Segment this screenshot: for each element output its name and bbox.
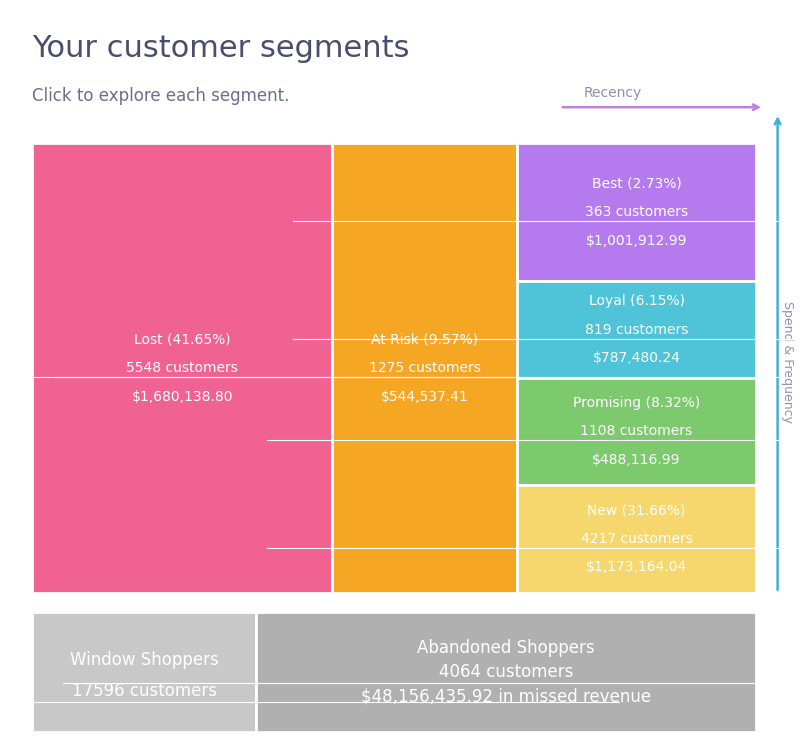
Bar xyxy=(32,143,333,593)
Text: Abandoned Shoppers: Abandoned Shoppers xyxy=(418,639,595,657)
Text: New (31.66%): New (31.66%) xyxy=(587,503,686,517)
Text: 819 customers: 819 customers xyxy=(585,322,688,337)
Text: 5548 customers: 5548 customers xyxy=(126,361,238,375)
Text: Best (2.73%): Best (2.73%) xyxy=(592,177,682,191)
Text: Promising (8.32%): Promising (8.32%) xyxy=(573,396,700,410)
Text: $1,173,164.04: $1,173,164.04 xyxy=(586,560,687,575)
Text: At Risk (9.57%): At Risk (9.57%) xyxy=(371,332,478,347)
Bar xyxy=(517,282,756,378)
Bar xyxy=(257,612,756,732)
Text: 1275 customers: 1275 customers xyxy=(369,361,481,375)
Bar xyxy=(517,378,756,485)
Text: 4064 customers: 4064 customers xyxy=(439,663,574,681)
Bar xyxy=(517,143,756,282)
Text: Click to explore each segment.: Click to explore each segment. xyxy=(32,87,290,105)
Bar xyxy=(517,485,756,593)
Text: 1108 customers: 1108 customers xyxy=(581,424,693,439)
Text: Your customer segments: Your customer segments xyxy=(32,34,410,63)
Text: Spend & Frequency: Spend & Frequency xyxy=(782,301,794,424)
Text: $48,156,435.92 in missed revenue: $48,156,435.92 in missed revenue xyxy=(361,687,651,705)
Text: 17596 customers: 17596 customers xyxy=(72,683,217,701)
Bar xyxy=(333,143,517,593)
Text: Recency: Recency xyxy=(584,85,642,100)
Text: $1,680,138.80: $1,680,138.80 xyxy=(131,390,233,404)
Text: $488,116.99: $488,116.99 xyxy=(592,453,681,467)
Text: 4217 customers: 4217 customers xyxy=(581,532,693,546)
Bar xyxy=(32,612,257,732)
Text: Window Shoppers: Window Shoppers xyxy=(70,651,218,669)
Text: Loyal (6.15%): Loyal (6.15%) xyxy=(589,294,685,308)
Text: 363 customers: 363 customers xyxy=(585,205,688,220)
Text: Lost (41.65%): Lost (41.65%) xyxy=(134,332,230,347)
Text: $787,480.24: $787,480.24 xyxy=(593,351,681,365)
Text: $544,537.41: $544,537.41 xyxy=(381,390,469,404)
Text: $1,001,912.99: $1,001,912.99 xyxy=(586,234,687,248)
